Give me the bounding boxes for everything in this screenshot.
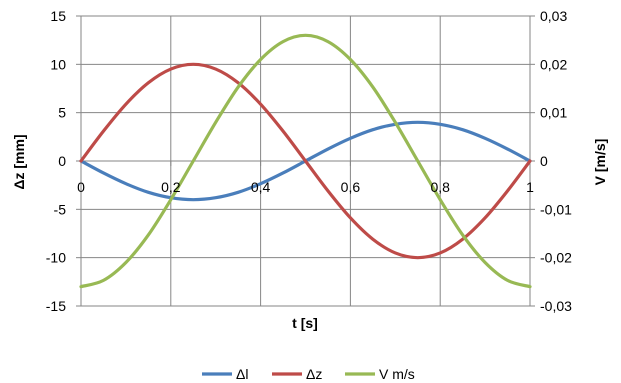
- y2-tick-label: 0,01: [540, 105, 567, 121]
- legend-label: Δl: [236, 366, 248, 382]
- x-tick-label: 0,4: [251, 179, 271, 195]
- y2-ticks: 0,03 0,02 0,01 0 -0,01 -0,02 -0,03: [540, 8, 572, 314]
- x-tick-label: 1: [526, 179, 534, 195]
- y2-tick-label: -0,01: [540, 201, 572, 217]
- y2-tick-label: 0: [540, 153, 548, 169]
- y2-tick-label: 0,03: [540, 8, 567, 24]
- y2-tick-label: 0,02: [540, 56, 567, 72]
- x-ticks: 0 0,2 0,4 0,6 0,8 1: [77, 179, 534, 195]
- y-tick-label: -10: [46, 250, 66, 266]
- y-tick-label: 10: [50, 56, 66, 72]
- x-tick-label: 0: [77, 179, 85, 195]
- y2-axis-title: V [m/s]: [592, 139, 608, 186]
- legend-label: V m/s: [379, 366, 415, 382]
- series-line-1: [79, 62, 532, 260]
- x-axis-title: t [s]: [292, 315, 318, 331]
- y2-tick-label: -0,02: [540, 250, 572, 266]
- y-tick-label: 15: [50, 8, 66, 24]
- y-tick-label: -15: [46, 298, 66, 314]
- y-tick-label: 5: [58, 105, 66, 121]
- x-tick-label: 0,8: [430, 179, 450, 195]
- series-layer: [79, 33, 532, 289]
- y-tick-label: 0: [58, 153, 66, 169]
- legend-label: Δz: [306, 366, 322, 382]
- x-tick-label: 0,6: [341, 179, 361, 195]
- y-tick-label: -5: [54, 201, 67, 217]
- x-tick-label: 0,2: [161, 179, 181, 195]
- series-line-2: [79, 33, 532, 289]
- y-axis-title: Δz [mm]: [11, 134, 27, 189]
- legend: Δl Δz V m/s: [202, 366, 415, 382]
- y-ticks: 15 10 5 0 -5 -10 -15: [46, 8, 66, 314]
- y2-tick-label: -0,03: [540, 298, 572, 314]
